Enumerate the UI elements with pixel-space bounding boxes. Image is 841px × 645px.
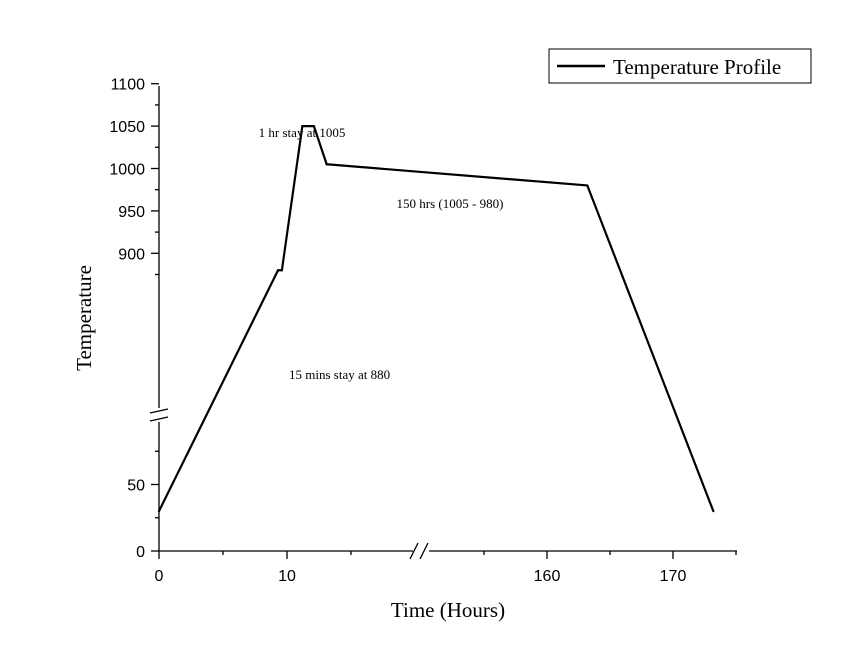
annotation-label: 150 hrs (1005 - 980) — [397, 196, 504, 211]
annotations: 1 hr stay at 1005 150 hrs (1005 - 980) 15 … — [259, 125, 504, 382]
series-break-gap — [226, 411, 243, 430]
series-break-gap — [659, 404, 674, 426]
x-tick-label: 170 — [660, 568, 687, 585]
ticks: 0 50 900 950 1000 1050 1100 0 10 160 170 — [109, 77, 737, 585]
y-axis-break-mark — [149, 408, 169, 414]
y-tick-label: 900 — [118, 246, 145, 263]
data-point — [313, 125, 315, 127]
series-layer — [157, 124, 715, 513]
data-point — [301, 125, 304, 127]
series-line-segment — [325, 163, 589, 187]
annotation-label: 15 mins stay at 880 — [289, 367, 390, 382]
y-tick-label: 50 — [127, 478, 145, 495]
data-point — [325, 163, 328, 166]
series-line-segment — [280, 124, 304, 272]
y-tick-label: 950 — [118, 204, 145, 221]
x-axis-break-mark — [419, 542, 429, 560]
y-tick-label: 1000 — [109, 162, 145, 179]
x-axis-label: Time (Hours) — [391, 598, 505, 622]
series-line-segment — [312, 124, 328, 166]
data-point — [712, 510, 715, 512]
annotation-label: 1 hr stay at 1005 — [259, 125, 346, 140]
legend-entry: Temperature Profile — [613, 55, 781, 79]
data-point — [277, 269, 279, 272]
y-tick-label: 0 — [136, 544, 145, 561]
y-tick-label: 1100 — [111, 77, 146, 94]
y-axis-label: Temperature — [72, 265, 96, 371]
x-tick-label: 10 — [278, 568, 296, 585]
legend: Temperature Profile — [548, 48, 812, 84]
x-tick-label: 0 — [155, 568, 164, 585]
data-point — [586, 184, 589, 187]
series-break-gap — [407, 218, 419, 226]
y-tick-label: 1050 — [109, 119, 145, 136]
data-point — [281, 269, 283, 272]
x-tick-label: 160 — [534, 568, 561, 585]
series-line-segment — [586, 184, 715, 513]
series-line-segment — [157, 269, 280, 513]
y-axis-break-mark — [149, 416, 169, 422]
data-point — [158, 510, 160, 512]
x-axis-break-mark — [409, 542, 419, 560]
axes — [149, 86, 737, 560]
